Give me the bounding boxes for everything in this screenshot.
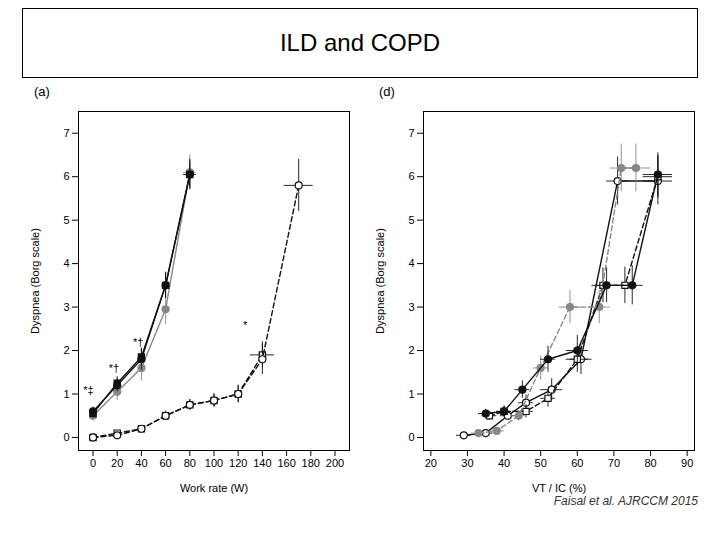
svg-text:VT / IC (%): VT / IC (%) — [532, 482, 586, 494]
svg-text:7: 7 — [63, 127, 69, 139]
svg-text:60: 60 — [159, 457, 171, 469]
svg-text:180: 180 — [302, 457, 320, 469]
svg-text:90: 90 — [681, 457, 693, 469]
svg-text:6: 6 — [63, 170, 69, 182]
svg-text:200: 200 — [326, 457, 344, 469]
svg-text:160: 160 — [277, 457, 295, 469]
svg-text:3: 3 — [63, 301, 69, 313]
svg-text:Dyspnea (Borg scale): Dyspnea (Borg scale) — [374, 228, 386, 334]
svg-text:4: 4 — [408, 257, 414, 269]
svg-text:120: 120 — [229, 457, 247, 469]
svg-text:0: 0 — [408, 431, 414, 443]
svg-text:Work rate (W): Work rate (W) — [180, 482, 248, 494]
svg-text:5: 5 — [63, 214, 69, 226]
svg-text:2: 2 — [63, 344, 69, 356]
svg-text:2: 2 — [408, 344, 414, 356]
svg-text:60: 60 — [571, 457, 583, 469]
svg-text:40: 40 — [135, 457, 147, 469]
svg-text:100: 100 — [205, 457, 223, 469]
svg-text:3: 3 — [408, 301, 414, 313]
svg-text:40: 40 — [498, 457, 510, 469]
svg-text:80: 80 — [184, 457, 196, 469]
svg-text:6: 6 — [408, 170, 414, 182]
svg-text:1: 1 — [63, 388, 69, 400]
html-text:(d): (d) — [379, 84, 395, 99]
svg-text:30: 30 — [461, 457, 473, 469]
svg-text:*‡: *‡ — [83, 384, 93, 396]
svg-text:0: 0 — [90, 457, 96, 469]
svg-text:20: 20 — [111, 457, 123, 469]
svg-text:Dyspnea (Borg scale): Dyspnea (Borg scale) — [29, 228, 41, 334]
svg-text:0: 0 — [63, 431, 69, 443]
svg-text:70: 70 — [608, 457, 620, 469]
svg-text:50: 50 — [535, 457, 547, 469]
svg-text:1: 1 — [408, 388, 414, 400]
html-text:ILD and COPD: ILD and COPD — [280, 29, 440, 56]
svg-text:4: 4 — [63, 257, 69, 269]
svg-text:80: 80 — [644, 457, 656, 469]
svg-text:*†: *† — [133, 336, 143, 348]
svg-text:5: 5 — [408, 214, 414, 226]
svg-text:20: 20 — [425, 457, 437, 469]
svg-text:140: 140 — [253, 457, 271, 469]
svg-text:*†: *† — [109, 362, 119, 374]
html-text:Faisal et al. AJRCCM 2015: Faisal et al. AJRCCM 2015 — [553, 494, 698, 508]
html-text:(a): (a) — [34, 84, 50, 99]
svg-text:7: 7 — [408, 127, 414, 139]
svg-text:*: * — [243, 319, 248, 331]
